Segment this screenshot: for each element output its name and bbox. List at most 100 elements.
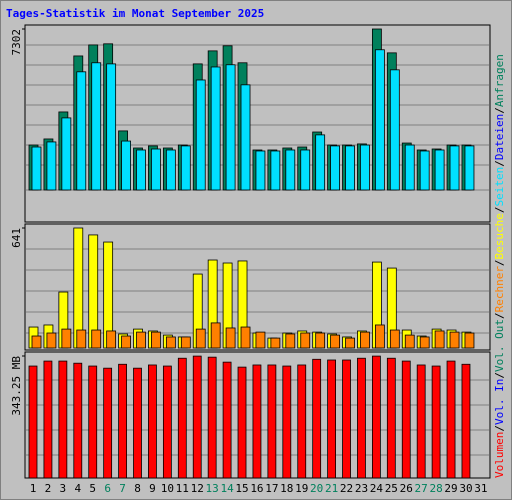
legend-entry: Volumen [493,432,506,478]
bar [419,150,430,191]
bar [73,362,83,479]
x-tick-label: 14 [220,482,234,495]
bar [270,337,281,349]
bar [133,367,142,479]
bar [374,49,385,191]
legend-entry: Rechner [493,266,506,313]
bar [46,141,57,191]
x-tick-label: 22 [340,482,353,495]
x-tick-label: 13 [206,482,219,495]
bar [91,62,102,191]
x-tick-label: 31 [474,482,487,495]
legend-entry: Seiten [493,167,506,207]
bar [151,331,161,349]
x-tick-label: 3 [60,482,67,495]
bar [43,360,53,479]
bar [252,364,262,479]
bar [374,324,385,349]
bar [76,329,87,349]
bar [434,149,445,191]
legend-separator: / [493,372,506,379]
bar [285,333,296,349]
bar [434,330,445,349]
bar [162,365,172,479]
bar [237,366,247,479]
bar [267,364,277,479]
y-tick-label: 641 [10,228,23,248]
bar [61,117,72,191]
bar [464,145,475,191]
bar [404,334,415,349]
bar [300,332,311,349]
bar [327,359,337,479]
bar [31,146,42,191]
bar [207,356,217,479]
bar [330,145,341,191]
bar [121,140,131,191]
bar [121,335,131,349]
bar [148,364,157,479]
bar [91,329,102,349]
bar [76,71,87,191]
bar [58,360,68,479]
x-tick-label: 5 [89,482,96,495]
x-tick-label: 6 [104,482,111,495]
y-tick-label: 343.25 MB [10,356,23,416]
bar [255,150,266,191]
bar [225,327,236,349]
bar [431,365,441,479]
bar [416,364,426,479]
x-tick-label: 23 [355,482,368,495]
bar [210,66,221,191]
x-tick-label: 1 [30,482,37,495]
bar [389,69,400,191]
legend-entry: Anfragen [493,54,506,107]
chart-title: Tages-Statistik im Monat September 2025 [6,7,264,20]
legend-entry: Dateien [493,114,506,160]
bar [165,336,176,349]
x-tick-label: 29 [444,482,457,495]
legend-separator: / [493,160,506,167]
y-tick-label: 7302 [10,29,23,56]
x-tick-label: 20 [310,482,323,495]
bar [151,148,161,191]
x-tick-label: 16 [250,482,263,495]
bar [449,331,460,349]
x-tick-label: 30 [459,482,472,495]
bar [103,367,113,479]
bar [106,63,117,191]
bar [345,145,355,191]
bar [136,331,146,349]
bar [464,332,475,349]
side-legend: Volumen/Vol. In/Vol. Out/Rechner/Besuche… [493,54,506,478]
bar [300,149,311,191]
bar [165,149,176,191]
x-tick-label: 9 [149,482,156,495]
bar [360,331,370,349]
bar [449,145,460,191]
x-tick-label: 10 [161,482,174,495]
bar [180,145,191,191]
legend-entry: Besuche [493,213,506,259]
bar [386,357,396,479]
legend-separator: / [493,259,506,266]
bar [389,329,400,349]
x-tick-label: 18 [280,482,293,495]
bar [312,358,322,479]
bar [240,84,251,191]
x-tick-label: 8 [134,482,141,495]
legend-separator: / [493,312,506,319]
bar [46,332,57,349]
x-tick-label: 17 [265,482,278,495]
bar [315,134,326,191]
bar [282,365,292,479]
bar [371,355,381,479]
legend-separator: / [493,206,506,213]
bar [461,363,471,479]
bar [297,364,307,479]
x-tick-label: 27 [415,482,428,495]
bar [88,365,98,479]
bar [345,337,355,349]
bar [255,331,266,349]
